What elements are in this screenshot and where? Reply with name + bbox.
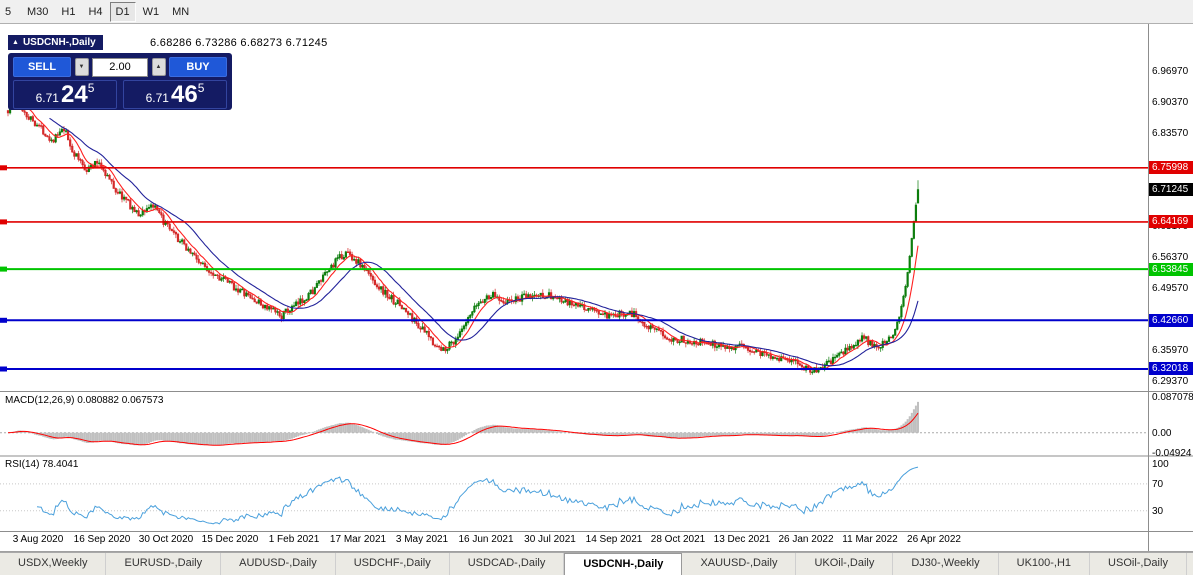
rsi-indicator-label: RSI(14) 78.4041	[5, 459, 79, 470]
rsi-panel	[0, 466, 1148, 525]
chart-tab[interactable]: AUDUSD-,Daily	[221, 553, 336, 575]
triangle-up-icon: ▲	[155, 64, 162, 70]
timeframe-button-mn[interactable]: MN	[166, 2, 195, 22]
chart-tab[interactable]: USDCNH-,Daily	[564, 553, 683, 575]
chart-tab[interactable]: DJ30-,Weekly	[893, 553, 999, 575]
chart-tab[interactable]: USDX,Weekly	[0, 553, 107, 575]
chart-tab-bar: USDX,Weekly EURUSD-,Daily AUDUSD-,Daily USD…	[0, 552, 1193, 575]
macd-indicator-label: MACD(12,26,9) 0.080882 0.067573	[5, 395, 164, 406]
chart-tab[interactable]: XAUUSD-,Daily	[682, 553, 797, 575]
ohlc-readout: 6.68286 6.73286 6.68273 6.71245	[150, 37, 328, 49]
buy-price-pip: 5	[197, 81, 205, 95]
lot-decrease-button[interactable]: ▼	[74, 58, 89, 76]
sell-price-prefix: 6.71	[35, 91, 59, 105]
chart-tab[interactable]: UKOil-,Daily	[796, 553, 894, 575]
timeframe-toolbar: 5 M30 H1 H4 D1 W1 MN	[0, 0, 1193, 24]
timeframe-button-m30[interactable]: M30	[21, 2, 54, 22]
triangle-down-icon: ▼	[78, 64, 85, 70]
sell-price-pip: 5	[87, 81, 95, 95]
collapse-icon[interactable]: ▲	[12, 39, 19, 46]
timeframe-button-5[interactable]: 5	[0, 2, 20, 22]
timeframe-button-h4[interactable]: H4	[82, 2, 108, 22]
lot-size-input[interactable]	[92, 57, 148, 77]
sell-price-big: 24	[60, 81, 88, 108]
sell-price: 6.71 24 5	[13, 80, 117, 109]
timeframe-button-h1[interactable]: H1	[55, 2, 81, 22]
buy-price-prefix: 6.71	[145, 91, 169, 105]
chart-tab[interactable]: UK100-,H1	[999, 553, 1091, 575]
chart-tab[interactable]: USDCAD-,Daily	[450, 553, 565, 575]
one-click-header[interactable]: ▲ USDCNH-,Daily	[8, 35, 103, 50]
timeframe-button-w1[interactable]: W1	[137, 2, 166, 22]
buy-price-big: 46	[170, 81, 198, 108]
symbol-period-label: USDCNH-,Daily	[22, 37, 96, 48]
macd-panel	[0, 401, 1148, 446]
candlestick-series	[6, 98, 920, 376]
chart-tab[interactable]: USOil-,Daily	[1090, 553, 1187, 575]
lot-increase-button[interactable]: ▲	[151, 58, 166, 76]
sell-button[interactable]: SELL	[13, 57, 71, 77]
buy-button[interactable]: BUY	[169, 57, 227, 77]
chart-tab[interactable]: EURUSD-,Daily	[106, 553, 222, 575]
buy-price: 6.71 46 5	[123, 80, 227, 109]
timeframe-button-d1[interactable]: D1	[109, 1, 136, 22]
one-click-trading-panel: SELL ▼ ▲ BUY 6.71 24 5 6.71 46 5	[8, 53, 232, 110]
chart-tab[interactable]: HK5	[1187, 553, 1193, 575]
chart-tab[interactable]: USDCHF-,Daily	[336, 553, 450, 575]
